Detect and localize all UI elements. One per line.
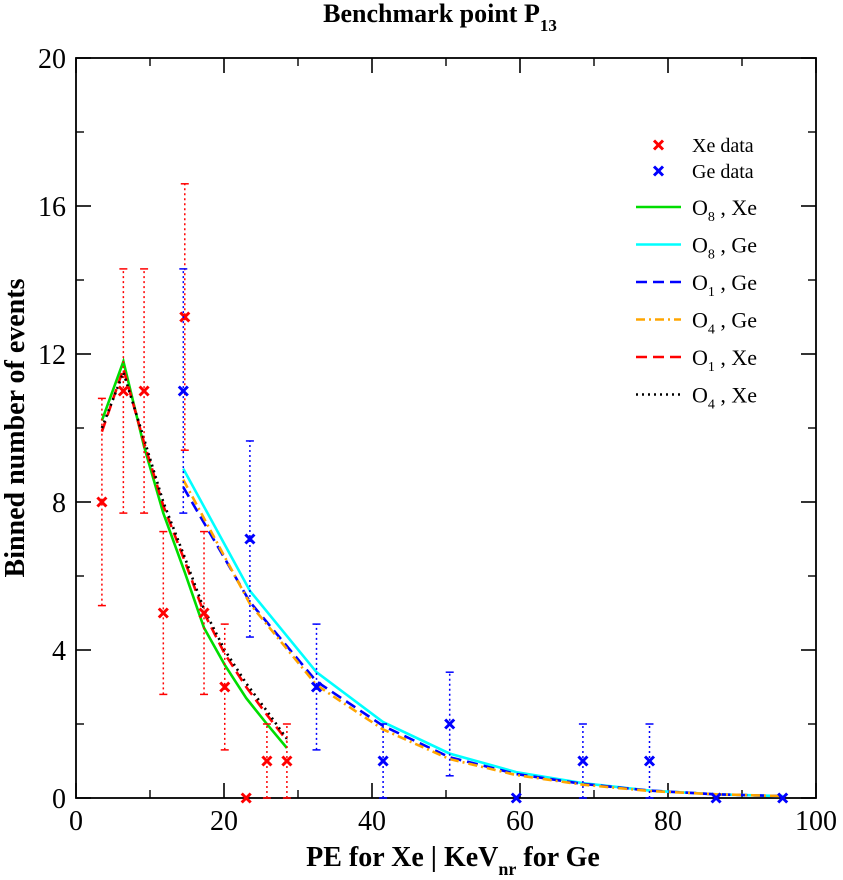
x-tick-label: 100	[795, 806, 837, 837]
ge-data-point	[310, 681, 323, 693]
y-tick-label: 8	[52, 488, 66, 519]
y-tick-label: 16	[38, 192, 66, 223]
x-tick-label: 40	[358, 806, 386, 837]
series-line-O4-xe	[100, 368, 288, 740]
x-axis-label: PE for Xe | KeVnr for Ge	[306, 842, 600, 879]
ge-data-point	[577, 755, 589, 767]
xe-data-point	[157, 607, 169, 619]
axis-ticks: 0 20 40 60 80 100 0 4 8 12 16 20	[38, 44, 837, 837]
x-axis-label-subscript: nr	[498, 859, 516, 879]
xe-data-point	[117, 385, 129, 397]
y-tick-label: 12	[38, 340, 66, 371]
xe-data-point	[219, 681, 231, 693]
xe-data-point-stroke	[117, 385, 129, 397]
ge-data-point	[710, 792, 722, 804]
y-tick-label: 0	[52, 784, 66, 815]
legend: Xe data Ge data O8 , Xe O8 , Ge O1 , Ge O4 , …	[636, 135, 757, 413]
xe-data-point-stroke	[198, 607, 210, 619]
xe-data-point-stroke	[261, 755, 273, 767]
ge-data-point-stroke	[777, 792, 789, 804]
ge-data-point	[177, 385, 189, 397]
xe-data-point	[198, 607, 210, 619]
x-tick-label: 80	[654, 806, 682, 837]
chart-title: Benchmark point P13	[323, 0, 557, 35]
ge-data-point-stroke	[377, 755, 389, 767]
chart-title-subscript: 13	[540, 16, 557, 35]
xe-data-point-stroke	[179, 311, 191, 323]
legend-marker-ge-data	[652, 165, 665, 177]
legend-marker-stroke	[652, 139, 665, 151]
x-tick-label: 20	[210, 806, 238, 837]
y-tick-label: 4	[52, 636, 66, 667]
ge-data-point-stroke	[577, 755, 589, 767]
legend-label: O8 , Ge	[692, 233, 757, 263]
legend-label: O4 , Xe	[692, 383, 757, 413]
xe-data-point-stroke	[281, 755, 293, 767]
legend-label: O4 , Ge	[692, 308, 757, 338]
legend-marker-stroke	[652, 165, 665, 177]
ge-data-point	[377, 755, 389, 767]
x-tick-label: 0	[69, 806, 83, 837]
ge-data-point-stroke	[244, 533, 256, 545]
ge-data-point	[643, 755, 656, 767]
legend-marker-xe-data	[652, 139, 665, 151]
y-tick-label: 20	[38, 44, 66, 75]
xe-data-point	[261, 755, 273, 767]
ge-data-point-stroke	[310, 681, 323, 693]
xe-data-point	[96, 496, 108, 508]
ge-data-point-stroke	[643, 755, 656, 767]
series-line-O1-ge	[182, 486, 783, 798]
xe-data-point	[138, 385, 150, 397]
xe-data-point	[179, 311, 191, 323]
xe-data-point-stroke	[157, 607, 169, 619]
ge-data-point	[777, 792, 789, 804]
xe-data-point	[281, 755, 293, 767]
x-tick-label: 60	[506, 806, 534, 837]
ge-data-point-stroke	[177, 385, 189, 397]
ge-data-point	[444, 718, 456, 730]
series-line-O4-ge	[182, 479, 783, 798]
xe-data-point-stroke	[219, 681, 231, 693]
data-points	[96, 183, 789, 804]
legend-label: O1 , Ge	[692, 270, 757, 300]
legend-label: O8 , Xe	[692, 195, 757, 225]
xe-data-point-stroke	[96, 496, 108, 508]
series-line-O1-xe	[100, 364, 288, 742]
chart-title-main: Benchmark point P	[323, 0, 540, 28]
ge-data-point	[244, 533, 256, 545]
ge-data-point-stroke	[444, 718, 456, 730]
model-curves	[100, 356, 783, 798]
legend-label: Xe data	[692, 135, 754, 157]
ge-data-point	[510, 792, 522, 804]
ge-data-point-stroke	[710, 792, 722, 804]
y-axis-label: Binned number of events	[0, 278, 31, 577]
ge-data-point-stroke	[510, 792, 522, 804]
x-axis-label-tail: for Ge	[516, 842, 599, 873]
series-line-O8-xe	[100, 356, 288, 749]
xe-data-point-stroke	[240, 792, 252, 804]
xe-data-point	[240, 792, 252, 804]
xe-data-point-stroke	[138, 385, 150, 397]
legend-label: Ge data	[692, 161, 754, 183]
legend-label: O1 , Xe	[692, 345, 757, 375]
x-axis-label-main: PE for Xe | KeV	[306, 842, 498, 873]
